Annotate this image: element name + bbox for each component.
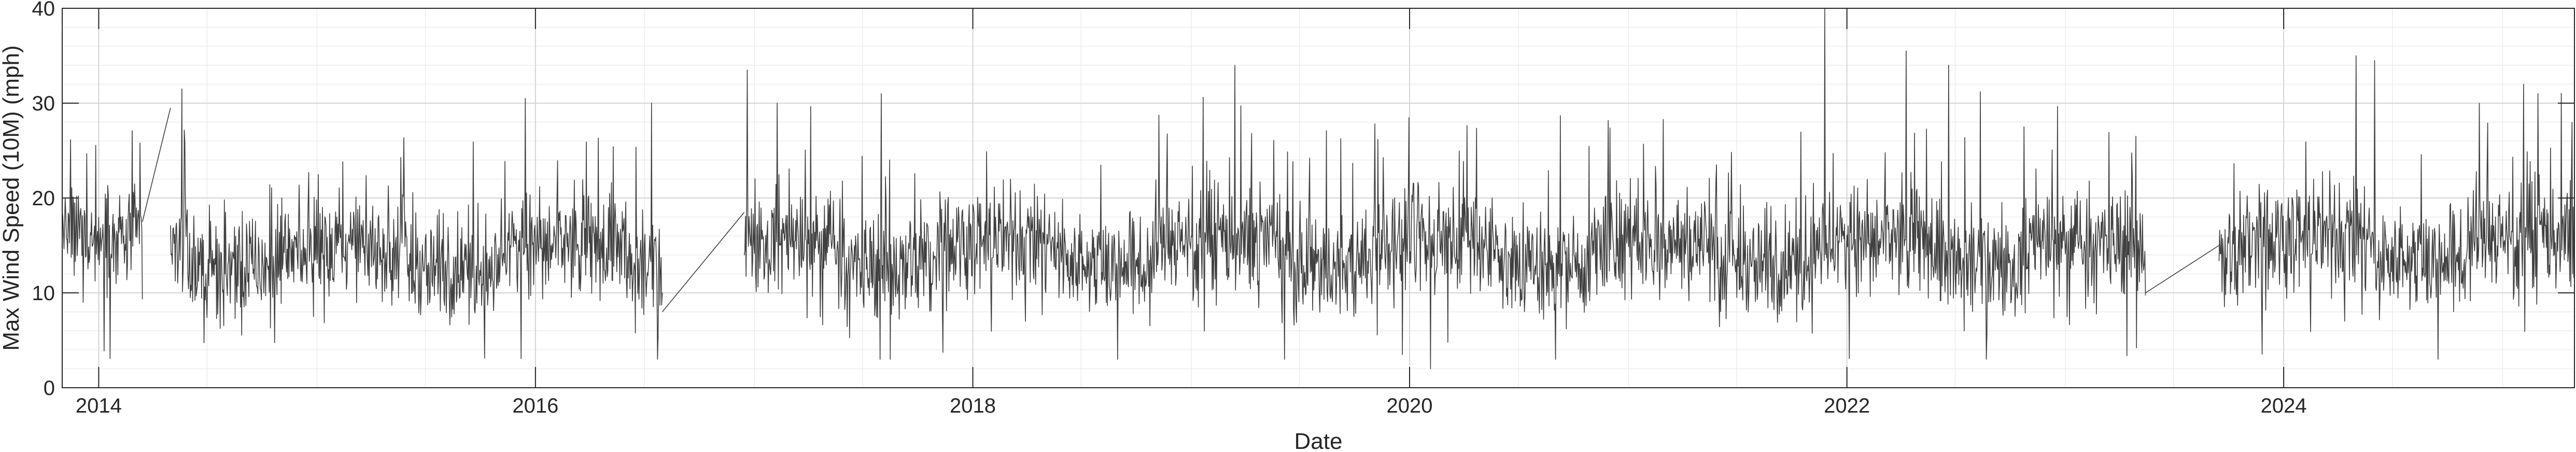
x-tick-label: 2022 [1824,394,1870,417]
x-tick-label: 2024 [2261,394,2307,417]
y-tick-label: 40 [32,0,55,20]
x-tick-label: 2014 [76,394,122,417]
x-axis-label: Date [1294,429,1343,452]
series-line-segment [743,8,2146,370]
series-gap-connector [142,107,171,222]
y-axis-label: Max Wind Speed (10M) (mph) [0,45,24,350]
series-max-wind-speed [62,8,2575,370]
series-line-segment [62,130,143,359]
x-tick-label: 2018 [950,394,996,417]
x-tick-label: 2020 [1387,394,1433,417]
plot-area [62,8,2575,388]
y-tick-label: 30 [32,92,55,115]
series-gap-connector [661,211,745,313]
series-line-segment [170,88,663,360]
y-tick-labels: 0 10 20 30 40 [32,0,55,400]
y-tick-label: 0 [44,377,55,400]
x-tick-labels: 2014 2016 2018 2020 2022 2024 [76,394,2307,417]
y-tick-label: 10 [32,282,55,305]
y-tick-label: 20 [32,187,55,210]
plot-frame [62,8,2575,388]
x-tick-label: 2016 [512,394,558,417]
series-line-segment [2218,55,2575,360]
series-gap-connector [2145,245,2219,293]
